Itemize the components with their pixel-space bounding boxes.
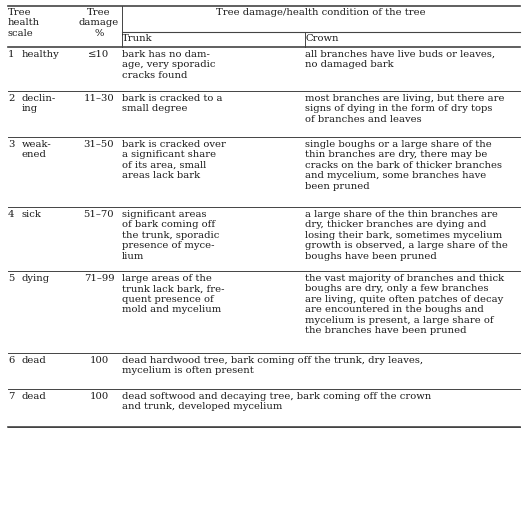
Text: 11–30: 11–30: [84, 94, 114, 103]
Text: 100: 100: [90, 356, 109, 365]
Text: dead: dead: [22, 392, 47, 401]
Text: Crown: Crown: [305, 34, 338, 43]
Text: 2: 2: [8, 94, 14, 103]
Text: 7: 7: [8, 392, 14, 401]
Text: 5: 5: [8, 274, 14, 283]
Text: a large share of the thin branches are
dry, thicker branches are dying and
losin: a large share of the thin branches are d…: [305, 210, 508, 260]
Text: Tree
health
scale: Tree health scale: [8, 8, 40, 38]
Text: declin-
ing: declin- ing: [22, 94, 56, 113]
Text: 6: 6: [8, 356, 14, 365]
Text: 1: 1: [8, 50, 15, 59]
Text: ≤10: ≤10: [89, 50, 110, 59]
Text: large areas of the
trunk lack bark, fre-
quent presence of
mold and mycelium: large areas of the trunk lack bark, fre-…: [122, 274, 225, 314]
Text: sick: sick: [22, 210, 42, 219]
Text: bark is cracked to a
small degree: bark is cracked to a small degree: [122, 94, 222, 113]
Text: Trunk: Trunk: [122, 34, 153, 43]
Text: dead: dead: [22, 356, 47, 365]
Text: the vast majority of branches and thick
boughs are dry, only a few branches
are : the vast majority of branches and thick …: [305, 274, 504, 335]
Text: 3: 3: [8, 140, 14, 149]
Text: 100: 100: [90, 392, 109, 401]
Text: bark is cracked over
a significant share
of its area, small
areas lack bark: bark is cracked over a significant share…: [122, 140, 226, 180]
Text: dead hardwood tree, bark coming off the trunk, dry leaves,
mycelium is often pre: dead hardwood tree, bark coming off the …: [122, 356, 423, 375]
Text: significant areas
of bark coming off
the trunk, sporadic
presence of myce-
lium: significant areas of bark coming off the…: [122, 210, 219, 260]
Text: single boughs or a large share of the
thin branches are dry, there may be
cracks: single boughs or a large share of the th…: [305, 140, 502, 191]
Text: most branches are living, but there are
signs of dying in the form of dry tops
o: most branches are living, but there are …: [305, 94, 504, 124]
Text: dead softwood and decaying tree, bark coming off the crown
and trunk, developed : dead softwood and decaying tree, bark co…: [122, 392, 431, 411]
Text: Tree damage/health condition of the tree: Tree damage/health condition of the tree: [216, 8, 426, 17]
Text: dying: dying: [22, 274, 50, 283]
Text: 51–70: 51–70: [84, 210, 114, 219]
Text: Tree
damage
%: Tree damage %: [79, 8, 119, 38]
Text: all branches have live buds or leaves,
no damaged bark: all branches have live buds or leaves, n…: [305, 50, 495, 69]
Text: 4: 4: [8, 210, 15, 219]
Text: 71–99: 71–99: [84, 274, 114, 283]
Text: 31–50: 31–50: [84, 140, 114, 149]
Text: healthy: healthy: [22, 50, 60, 59]
Text: bark has no dam-
age, very sporadic
cracks found: bark has no dam- age, very sporadic crac…: [122, 50, 216, 80]
Text: weak-
ened: weak- ened: [22, 140, 52, 159]
